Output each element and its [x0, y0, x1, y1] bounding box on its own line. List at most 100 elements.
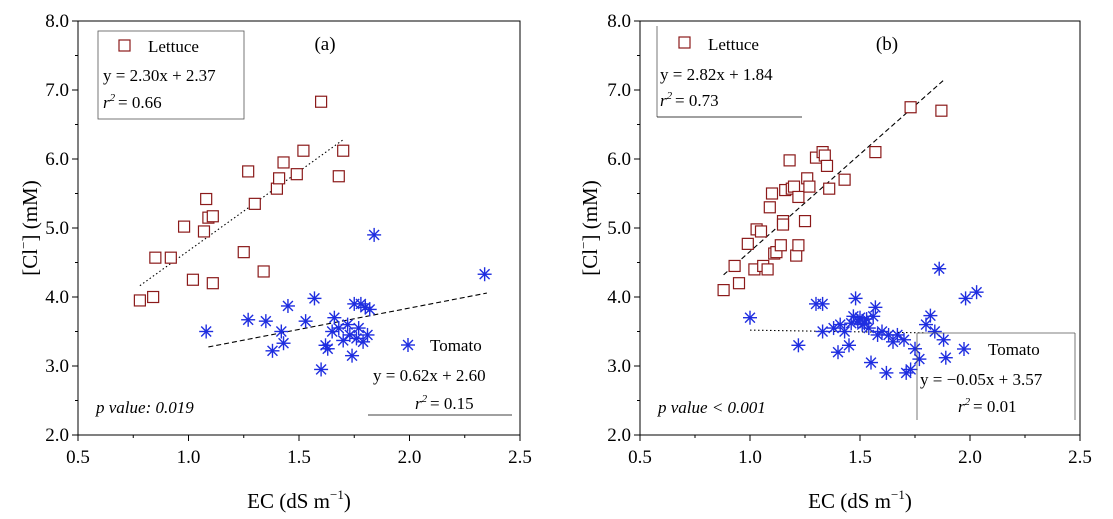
- panel-b-tomato-point: [868, 300, 883, 315]
- panel-b-tomato-point: [815, 324, 830, 339]
- panel-b-tomato-equation: y = −0.05x + 3.57: [920, 370, 1043, 389]
- panel-b-ytick-label: 6.0: [607, 149, 631, 170]
- panel-b-lettuce-point: [774, 239, 787, 252]
- panel-a-ytick-label: 4.0: [45, 287, 69, 308]
- panel-a-tomato-point: [280, 298, 295, 313]
- panel-a-tomato-legend-asterisk: [401, 338, 415, 352]
- panel-b-lettuce-legend: Lettuce y = 2.82x + 1.84 r2 = 0.73: [656, 26, 802, 118]
- panel-b-ylabel: [Cl−] (mM): [576, 180, 602, 275]
- panel-b-tomato-point: [936, 332, 951, 347]
- panel-a-tomato-fit-line: [208, 292, 487, 348]
- panel-a-lettuce-point: [273, 172, 286, 185]
- panel-a-lettuce-point: [237, 246, 250, 259]
- panel-a-tomato-point: [258, 314, 273, 329]
- panel-a-lettuce-point: [177, 220, 191, 233]
- panel-b-tomato-point: [903, 362, 918, 377]
- panel-a-tomato-point: [367, 227, 382, 242]
- panel-a-lettuce-point: [206, 277, 219, 290]
- panel-b-ytick-label: 4.0: [607, 287, 631, 308]
- panel-b-fit-lines: [723, 79, 944, 334]
- panel-a-tomato-legend-marker: [401, 338, 415, 352]
- panel-b-data-points: [717, 101, 984, 380]
- panel-b-ytick-label: 5.0: [607, 218, 631, 239]
- panel-a-lettuce-legend-marker: [118, 39, 131, 52]
- panel-b-lettuce-r2-symbol: r2: [660, 90, 673, 110]
- panel-a-lettuce-r2-value: = 0.66: [118, 93, 162, 112]
- panel-b-tomato-point: [837, 324, 852, 339]
- panel-b-lettuce-point: [761, 263, 774, 276]
- panel-b-lettuce-point: [823, 182, 836, 195]
- panel-a-lettuce-point: [197, 225, 211, 238]
- panel-a-ytick-label: 8.0: [45, 11, 69, 32]
- panel-b-tomato-point: [938, 350, 953, 365]
- panel-b-lettuce-point: [818, 149, 831, 162]
- panel-a-tomato-r2-symbol: r2: [415, 393, 428, 413]
- panel-a-xtick-label: 1.5: [287, 447, 311, 468]
- panel-a-lettuce-point: [277, 156, 290, 169]
- panel-b-lettuce-point: [763, 201, 776, 214]
- panel-a-p-value: p value: 0.019: [95, 398, 194, 417]
- panel-b-tomato-point: [743, 310, 757, 325]
- panel-a-lettuce-point: [133, 294, 146, 307]
- panel-b-xtick-label: 0.5: [628, 447, 652, 468]
- panel-b-tomato-point: [923, 308, 938, 323]
- panel-a-ytick-label: 7.0: [45, 80, 69, 101]
- panel-b-tomato-point: [912, 352, 927, 367]
- panel-b-tomato-point: [927, 324, 942, 339]
- panel-b-lettuce-point: [790, 249, 803, 262]
- panel-a-lettuce-fit-line: [139, 139, 344, 287]
- panel-a-ytick-label: 6.0: [45, 149, 69, 170]
- panel-b-tomato-legend: Tomato y = −0.05x + 3.57 r2 = 0.01: [916, 332, 1076, 420]
- panel-b-tomato-point: [886, 334, 900, 349]
- panel-a-tomato-point: [314, 362, 329, 377]
- panel-b-lettuce-legend-marker: [678, 36, 691, 49]
- panel-a-lettuce-point: [257, 265, 270, 278]
- panel-b-tomato-point: [848, 291, 863, 306]
- panel-a-lettuce-equation: y = 2.30x + 2.37: [103, 66, 216, 85]
- panel-a-ylabel: [Cl−] (mM): [16, 180, 42, 275]
- panel-b-tomato-point: [958, 291, 973, 306]
- panel-b-tomato-point: [908, 341, 922, 356]
- panel-a-lettuce-point: [332, 170, 345, 183]
- panel-b-label: (b): [876, 34, 898, 55]
- panel-a-tomato-point: [362, 302, 377, 317]
- panel-b-lettuce-point: [787, 180, 801, 193]
- panel-a-ytick-label: 5.0: [45, 218, 69, 239]
- panel-a-lettuce-point: [186, 273, 200, 286]
- panel-a: 0.5 1.0 1.5 2.0 2.5 2.0 3.0 4.0 5.0 6.0 7.0 8.0 (a)…: [16, 11, 532, 513]
- panel-b-xlabel: EC (dS m−1): [808, 487, 912, 513]
- panel-b-tomato-r2-value: = 0.01: [973, 397, 1017, 416]
- panel-a-lettuce-point: [242, 165, 255, 178]
- panel-b-tomato-point: [897, 332, 911, 347]
- panel-b-lettuce-point: [798, 215, 812, 228]
- panel-a-lettuce-legend: Lettuce y = 2.30x + 2.37 r2 = 0.66: [97, 30, 245, 120]
- panel-b-tomato-r2-symbol: r2: [958, 396, 971, 416]
- panel-b-lettuce-legend-label: Lettuce: [708, 35, 759, 54]
- panel-b-tomato-point: [932, 261, 947, 276]
- panel-b-ytick-label: 8.0: [607, 11, 631, 32]
- panel-a-label: (a): [314, 34, 335, 55]
- panel-b-ytick-label: 3.0: [607, 356, 631, 377]
- panel-a-tomato-r2-value: = 0.15: [430, 394, 474, 413]
- panel-a-lettuce-point: [290, 168, 303, 181]
- panel-a-tomato-legend: Tomato y = 0.62x + 2.60 r2 = 0.15: [368, 336, 512, 416]
- panel-b-lettuce-point: [820, 159, 834, 172]
- panel-b-lettuce-point: [732, 277, 746, 290]
- panel-a-tomato-point: [298, 314, 313, 329]
- panel-a-lettuce-point: [147, 290, 160, 304]
- panel-a-tomato-point: [477, 267, 492, 282]
- panel-a-tomato-point: [307, 291, 322, 306]
- panel-b-lettuce-point: [765, 187, 779, 200]
- panel-a-xtick-label: 2.0: [398, 447, 422, 468]
- panel-b-lettuce-point: [869, 146, 882, 159]
- panel-a-tomato-point: [345, 348, 360, 363]
- panel-b-xtick-label: 2.0: [958, 447, 982, 468]
- panel-b-xtick-label: 2.5: [1068, 447, 1092, 468]
- panel-a-data-points: [133, 95, 492, 377]
- panel-b-tomato-point: [969, 285, 984, 300]
- panel-a-tomato-point: [241, 312, 256, 327]
- panel-b-tomato-point: [831, 345, 845, 360]
- panel-a-tomato-point: [276, 336, 291, 351]
- panel-b-lettuce-point: [741, 237, 754, 250]
